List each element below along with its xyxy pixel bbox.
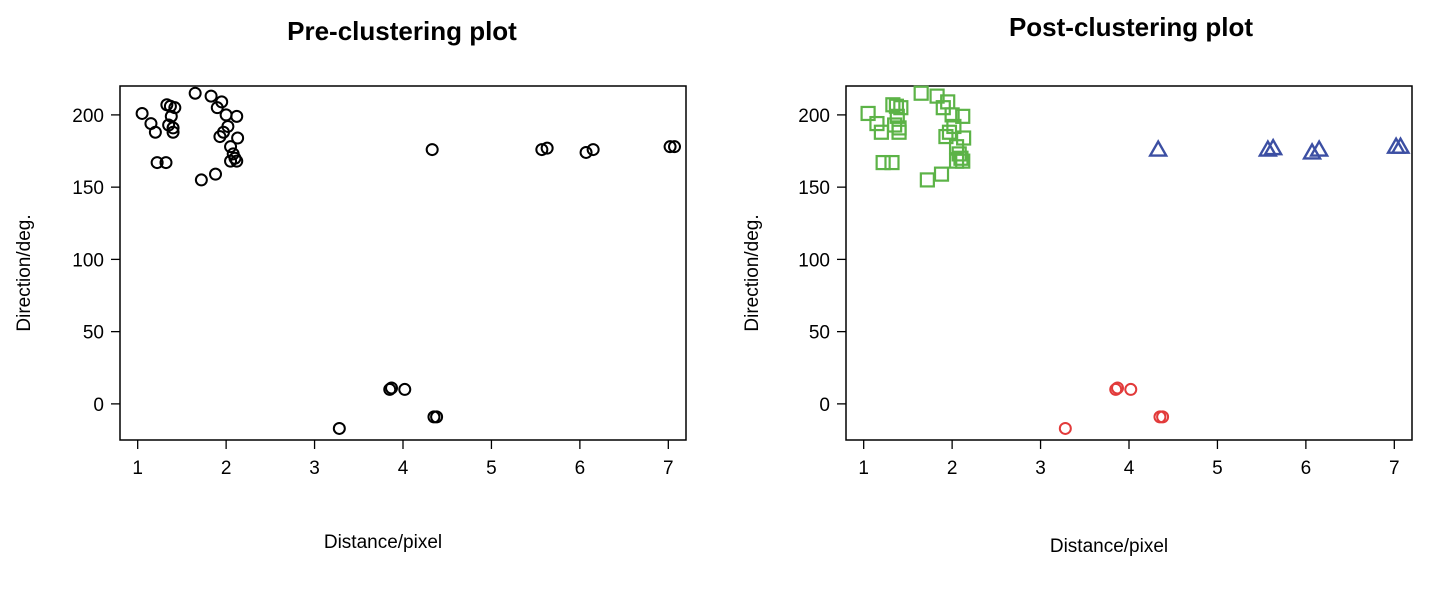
- data-point-circle: [579, 145, 593, 159]
- x-tick-label: 7: [1389, 458, 1400, 479]
- data-point-square: [873, 124, 889, 140]
- data-point-circle: [1111, 381, 1125, 395]
- data-point-square: [944, 107, 960, 123]
- data-point-triangle: [1390, 136, 1411, 154]
- data-point-square: [913, 85, 929, 101]
- data-point-circle: [1124, 382, 1138, 396]
- data-point-triangle: [1257, 139, 1278, 157]
- x-tick-label: 3: [309, 458, 320, 479]
- data-point-square: [891, 124, 907, 140]
- data-point-circle: [204, 89, 218, 103]
- x-tick-label: 5: [1212, 458, 1223, 479]
- data-point-circle: [135, 106, 149, 120]
- data-point-circle: [221, 119, 235, 133]
- data-point-triangle: [1263, 137, 1284, 156]
- data-point-circle: [586, 143, 600, 157]
- data-point-square: [956, 130, 972, 146]
- data-point-triangle: [1309, 139, 1330, 157]
- y-tick-label: 0: [819, 395, 830, 416]
- data-point-circle: [150, 156, 164, 170]
- data-point-circle: [425, 143, 439, 157]
- data-point-square: [884, 154, 900, 171]
- y-tick-label: 200: [72, 106, 104, 127]
- data-point-circle: [231, 131, 245, 145]
- data-point-circle: [209, 167, 223, 181]
- chart-title: Pre-clustering plot: [287, 16, 517, 46]
- data-point-circle: [166, 121, 180, 135]
- data-point-circle: [383, 382, 397, 396]
- data-point-square: [888, 98, 905, 114]
- data-point-square: [955, 153, 971, 169]
- data-point-circle: [398, 382, 412, 396]
- data-point-triangle: [1148, 139, 1169, 157]
- data-point-circle: [332, 421, 346, 435]
- x-tick-label: 1: [132, 458, 143, 479]
- x-tick-label: 2: [221, 458, 232, 479]
- data-point-circle: [668, 140, 682, 154]
- x-tick-label: 4: [1124, 458, 1135, 479]
- x-tick-label: 1: [858, 458, 869, 479]
- data-point-square: [889, 108, 905, 124]
- data-point-circle: [168, 101, 182, 115]
- x-tick-label: 6: [1301, 458, 1312, 479]
- data-point-square: [893, 100, 909, 116]
- data-point-circle: [230, 154, 244, 168]
- y-tick-label: 0: [93, 395, 104, 416]
- data-point-square: [953, 150, 969, 166]
- data-point-square: [860, 105, 876, 122]
- data-point-circle: [1058, 421, 1072, 435]
- data-point-circle: [1109, 382, 1123, 396]
- data-point-circle: [166, 125, 180, 139]
- x-axis-label: Distance/pixel: [1050, 536, 1168, 557]
- y-tick-label: 50: [809, 323, 830, 344]
- data-point-square: [946, 118, 962, 135]
- data-point-triangle: [1301, 142, 1323, 160]
- data-point-circle: [430, 410, 444, 424]
- plot-frame: [119, 85, 687, 441]
- y-axis-label: Direction/deg.: [14, 214, 35, 331]
- data-point-square: [875, 154, 891, 171]
- data-point-circle: [148, 125, 162, 139]
- data-point-square: [955, 108, 971, 124]
- x-tick-label: 2: [947, 458, 958, 479]
- data-point-square: [938, 128, 954, 145]
- x-tick-label: 5: [486, 458, 497, 479]
- x-tick-label: 7: [663, 458, 674, 479]
- chart-2: Post-clustering plot 1 2 3 4 5 6 7 0 50 100 150 200 D…: [742, 12, 1413, 557]
- data-point-circle: [230, 109, 244, 123]
- data-point-circle: [215, 95, 229, 109]
- data-point-square: [919, 172, 935, 188]
- data-point-square: [885, 97, 901, 113]
- chart-1: Pre-clustering plot 1 2 3 4 5 6 7 0 50 100 150 200 Di…: [14, 16, 687, 553]
- x-axis-label: Distance/pixel: [324, 532, 442, 553]
- data-point-circle: [219, 108, 233, 122]
- y-axis-label: Direction/deg.: [742, 214, 763, 331]
- data-point-circle: [385, 381, 399, 395]
- y-tick-label: 100: [798, 250, 830, 271]
- data-point-circle: [663, 140, 677, 154]
- plot-frame: [845, 85, 1413, 441]
- data-point-circle: [159, 156, 173, 170]
- data-point-circle: [188, 86, 202, 100]
- y-tick-label: 50: [83, 323, 104, 344]
- data-point-square: [933, 166, 950, 182]
- chart-title: Post-clustering plot: [1009, 12, 1253, 42]
- y-tick-label: 150: [72, 178, 104, 199]
- data-point-circle: [535, 143, 549, 157]
- x-tick-label: 3: [1035, 458, 1046, 479]
- data-point-circle: [224, 140, 238, 154]
- y-tick-label: 150: [798, 178, 830, 199]
- x-tick-label: 4: [398, 458, 409, 479]
- y-tick-label: 200: [798, 106, 830, 127]
- data-point-square: [869, 115, 885, 132]
- x-tick-label: 6: [575, 458, 586, 479]
- data-point-circle: [194, 173, 208, 187]
- data-point-circle: [1156, 410, 1170, 424]
- y-tick-label: 100: [72, 250, 104, 271]
- data-point-circle: [540, 141, 554, 155]
